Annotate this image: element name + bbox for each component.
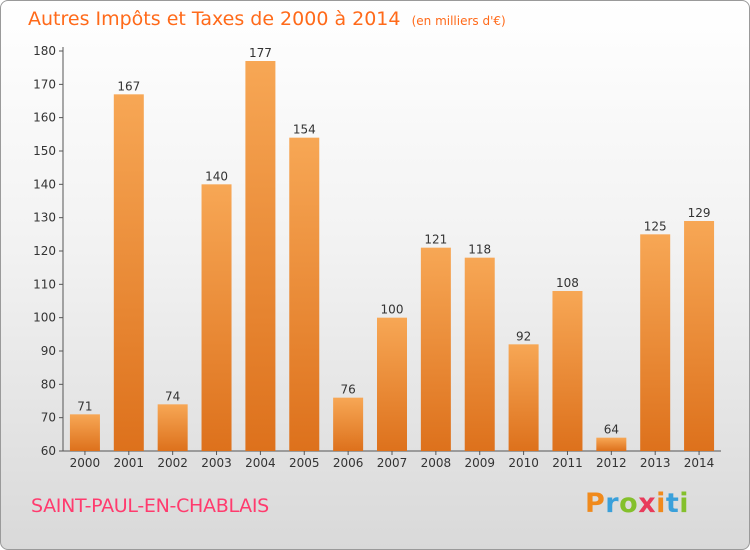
x-tick-label: 2007	[377, 456, 408, 470]
bar	[640, 234, 671, 451]
proxiti-logo: Proxiti	[585, 488, 689, 519]
bar	[69, 414, 100, 451]
x-tick-label: 2008	[421, 456, 452, 470]
y-tick-label: 160	[33, 111, 56, 125]
bar	[113, 94, 144, 451]
logo-letter: o	[619, 488, 639, 519]
x-tick-label: 2004	[245, 456, 276, 470]
chart-title-block: Autres Impôts et Taxes de 2000 à 2014 (e…	[28, 8, 506, 30]
data-label: 76	[340, 383, 355, 397]
data-label: 177	[249, 46, 272, 60]
logo-letter: i	[656, 488, 666, 519]
bar	[245, 61, 276, 451]
data-label: 118	[468, 243, 491, 257]
y-tick-label: 80	[41, 377, 56, 391]
commune-name: SAINT-PAUL-EN-CHABLAIS	[31, 495, 269, 517]
data-label: 74	[165, 389, 180, 403]
y-tick-label: 100	[33, 311, 56, 325]
x-tick-label: 2011	[552, 456, 583, 470]
bar	[552, 291, 583, 451]
x-tick-label: 2003	[201, 456, 232, 470]
logo-letter: x	[638, 488, 657, 519]
x-tick-label: 2006	[333, 456, 364, 470]
data-label: 71	[77, 399, 92, 413]
y-tick-label: 120	[33, 244, 56, 258]
bar	[157, 404, 188, 451]
x-tick-label: 2000	[70, 456, 101, 470]
x-tick-label: 2001	[114, 456, 145, 470]
y-tick-label: 170	[33, 77, 56, 91]
y-tick-label: 70	[41, 411, 56, 425]
x-tick-label: 2010	[508, 456, 539, 470]
y-tick-label: 90	[41, 344, 56, 358]
bar	[377, 317, 407, 451]
y-tick-label: 150	[33, 144, 56, 158]
logo-letter: t	[665, 488, 680, 519]
y-tick-label: 130	[33, 211, 56, 225]
data-label: 125	[644, 219, 667, 233]
chart-title: Autres Impôts et Taxes de 2000 à 2014	[28, 8, 401, 30]
x-tick-label: 2012	[596, 456, 627, 470]
x-tick-label: 2002	[157, 456, 188, 470]
data-label: 108	[556, 276, 579, 290]
bar	[333, 397, 364, 451]
data-label: 64	[604, 423, 619, 437]
data-label: 121	[424, 233, 447, 247]
x-tick-label: 2005	[289, 456, 320, 470]
x-tick-label: 2014	[684, 456, 715, 470]
data-label: 100	[381, 303, 404, 317]
x-tick-label: 2013	[640, 456, 671, 470]
y-tick-label: 60	[41, 444, 56, 458]
bar	[201, 184, 232, 452]
bar	[289, 137, 320, 451]
logo-letter: i	[679, 488, 690, 519]
data-label: 167	[117, 79, 140, 93]
data-label: 92	[516, 329, 531, 343]
y-tick-label: 180	[33, 44, 56, 58]
bar	[508, 344, 539, 451]
y-tick-label: 140	[33, 177, 56, 191]
x-tick-label: 2009	[464, 456, 495, 470]
data-label: 140	[205, 169, 228, 183]
y-tick-label: 110	[33, 277, 56, 291]
chart-subtitle: (en milliers d'€)	[411, 14, 506, 28]
bar	[464, 257, 495, 451]
bar	[684, 221, 715, 451]
logo-letter: r	[605, 488, 620, 519]
data-label: 154	[293, 123, 316, 137]
logo-letter: P	[585, 488, 606, 519]
data-label: 129	[688, 206, 711, 220]
bar	[596, 437, 627, 451]
bar	[420, 247, 451, 451]
